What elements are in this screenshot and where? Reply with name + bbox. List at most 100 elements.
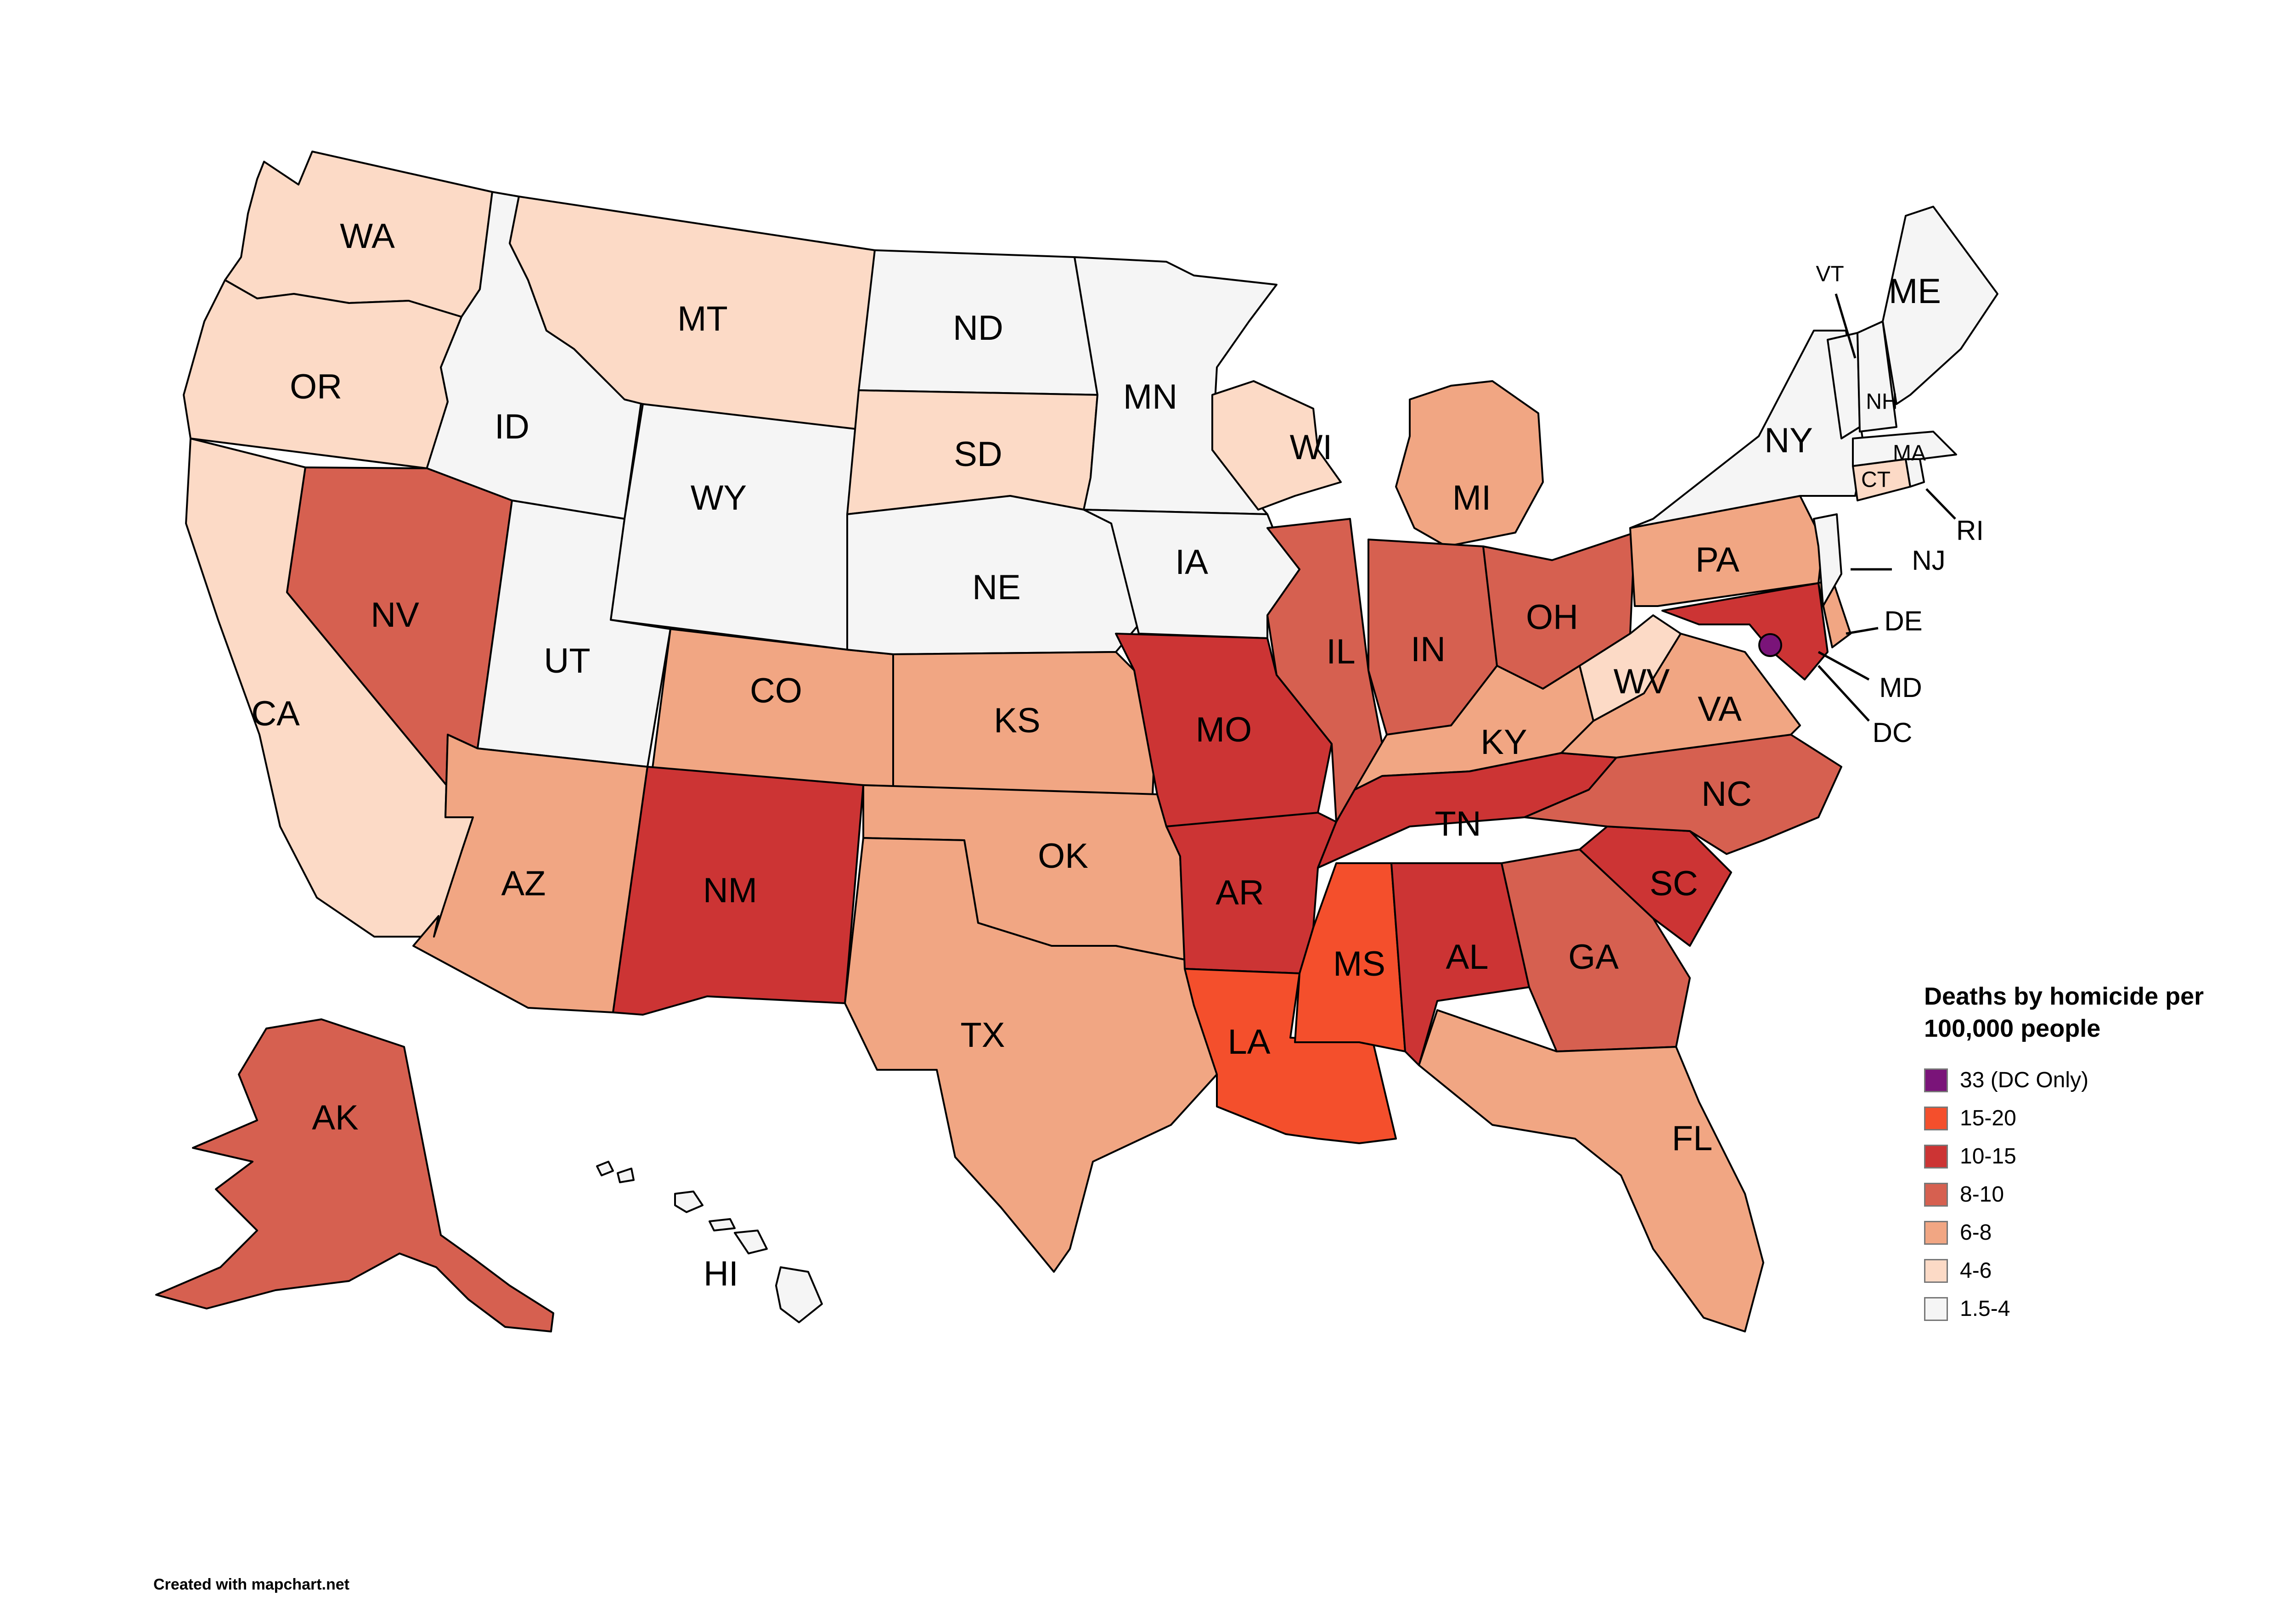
legend-title-line-1: Deaths by homicide per xyxy=(1924,983,2204,1010)
state-label-ma: MA xyxy=(1893,441,1926,466)
legend-item: 1.5-4 xyxy=(1924,1290,2282,1328)
state-label-mt: MT xyxy=(677,299,728,338)
legend-swatch xyxy=(1924,1144,1948,1169)
legend-label: 8-10 xyxy=(1960,1182,2004,1207)
label-leader-lines xyxy=(1818,293,1956,722)
legend-label: 6-8 xyxy=(1960,1220,1992,1245)
legend-label: 15-20 xyxy=(1960,1106,2016,1130)
legend-item: 6-8 xyxy=(1924,1214,2282,1252)
state-label-md: MD xyxy=(1879,672,1922,703)
state-label-tx: TX xyxy=(960,1016,1005,1055)
state-fl xyxy=(1418,1009,1764,1332)
legend-swatch xyxy=(1924,1068,1948,1092)
state-label-me: ME xyxy=(1889,272,1941,311)
state-label-al: AL xyxy=(1446,938,1489,977)
state-label-ok: OK xyxy=(1038,837,1088,876)
legend-swatch xyxy=(1924,1182,1948,1207)
state-nc xyxy=(1524,734,1842,855)
legend-label: 10-15 xyxy=(1960,1144,2016,1169)
state-label-vt: VT xyxy=(1816,262,1844,287)
dc-marker xyxy=(1758,633,1782,657)
hawaii-island xyxy=(674,1191,703,1213)
state-label-nv: NV xyxy=(371,596,419,635)
legend-item: 33 (DC Only) xyxy=(1924,1061,2282,1099)
leader-line-md xyxy=(1818,651,1870,681)
state-label-mi: MI xyxy=(1452,478,1491,517)
state-label-ga: GA xyxy=(1568,938,1619,977)
legend-title-line-2: 100,000 people xyxy=(1924,1015,2101,1042)
legend-title: Deaths by homicide per 100,000 people xyxy=(1924,980,2282,1045)
leader-line-ri xyxy=(1925,488,1956,520)
state-co xyxy=(651,628,894,793)
state-ak xyxy=(155,1018,554,1332)
legend-swatch xyxy=(1924,1106,1948,1130)
state-label-dc: DC xyxy=(1873,717,1913,748)
state-label-va: VA xyxy=(1698,690,1742,729)
map-legend: Deaths by homicide per 100,000 people 33… xyxy=(1924,980,2282,1328)
state-label-nm: NM xyxy=(703,871,757,910)
state-label-sd: SD xyxy=(954,435,1002,474)
leader-line-vt xyxy=(1835,293,1857,359)
state-label-wa: WA xyxy=(340,217,395,256)
state-label-pa: PA xyxy=(1695,540,1739,579)
state-label-id: ID xyxy=(495,407,529,446)
state-label-wy: WY xyxy=(691,478,747,517)
state-label-ks: KS xyxy=(994,701,1040,740)
state-label-ak: AK xyxy=(312,1098,358,1137)
legend-item: 4-6 xyxy=(1924,1252,2282,1290)
state-label-de: DE xyxy=(1884,606,1922,636)
state-mi xyxy=(1395,380,1544,547)
state-label-ct: CT xyxy=(1861,468,1891,492)
legend-label: 1.5-4 xyxy=(1960,1297,2010,1321)
state-label-hi: HI xyxy=(703,1254,738,1293)
state-label-oh: OH xyxy=(1526,598,1578,637)
state-nj xyxy=(1813,513,1842,607)
hawaii-island xyxy=(617,1168,635,1183)
hawaii-island xyxy=(734,1230,768,1254)
state-label-nh: NH xyxy=(1866,390,1897,414)
legend-label: 33 (DC Only) xyxy=(1960,1068,2089,1092)
state-label-nd: ND xyxy=(953,309,1003,348)
state-label-wi: WI xyxy=(1290,428,1333,467)
legend-item: 8-10 xyxy=(1924,1175,2282,1214)
state-label-sc: SC xyxy=(1649,864,1698,903)
state-labels-layer: WA OR CA ID NV MT WY UT AZ CO NM ND SD NE KS OK TX MN IA MO… xyxy=(251,217,1984,1293)
state-label-il: IL xyxy=(1326,632,1355,671)
state-label-in: IN xyxy=(1411,630,1446,669)
state-label-az: AZ xyxy=(501,864,546,903)
state-label-wv: WV xyxy=(1614,662,1670,701)
leader-line-de xyxy=(1846,627,1879,635)
state-ms xyxy=(1294,862,1406,1052)
state-nh xyxy=(1857,320,1897,433)
state-label-la: LA xyxy=(1228,1023,1271,1062)
state-label-or: OR xyxy=(290,367,342,406)
leader-line-dc xyxy=(1818,665,1870,722)
state-ma xyxy=(1852,431,1957,467)
state-label-ia: IA xyxy=(1175,543,1208,582)
state-la xyxy=(1184,968,1397,1144)
state-label-ky: KY xyxy=(1480,723,1527,762)
state-label-mn: MN xyxy=(1123,377,1177,416)
legend-items: 33 (DC Only) 15-20 10-15 8-10 6-8 4-6 1.… xyxy=(1924,1061,2282,1328)
state-wv xyxy=(1579,614,1682,722)
state-tx xyxy=(844,837,1218,1273)
dc-marker-layer xyxy=(1758,633,1782,657)
legend-item: 15-20 xyxy=(1924,1099,2282,1137)
state-label-ri: RI xyxy=(1956,515,1984,546)
legend-swatch xyxy=(1924,1259,1948,1283)
state-hi xyxy=(596,1161,823,1323)
hawaii-island xyxy=(709,1218,736,1231)
legend-swatch xyxy=(1924,1297,1948,1321)
state-label-co: CO xyxy=(750,671,802,710)
state-label-nc: NC xyxy=(1701,775,1752,814)
legend-item: 10-15 xyxy=(1924,1137,2282,1175)
legend-swatch xyxy=(1924,1220,1948,1245)
state-label-ar: AR xyxy=(1216,873,1264,912)
state-wi xyxy=(1211,380,1342,511)
state-wy xyxy=(610,403,860,651)
state-label-nj: NJ xyxy=(1912,545,1945,576)
states-layer xyxy=(155,151,1998,1332)
state-me xyxy=(1882,206,1998,405)
state-label-ne: NE xyxy=(972,568,1021,607)
